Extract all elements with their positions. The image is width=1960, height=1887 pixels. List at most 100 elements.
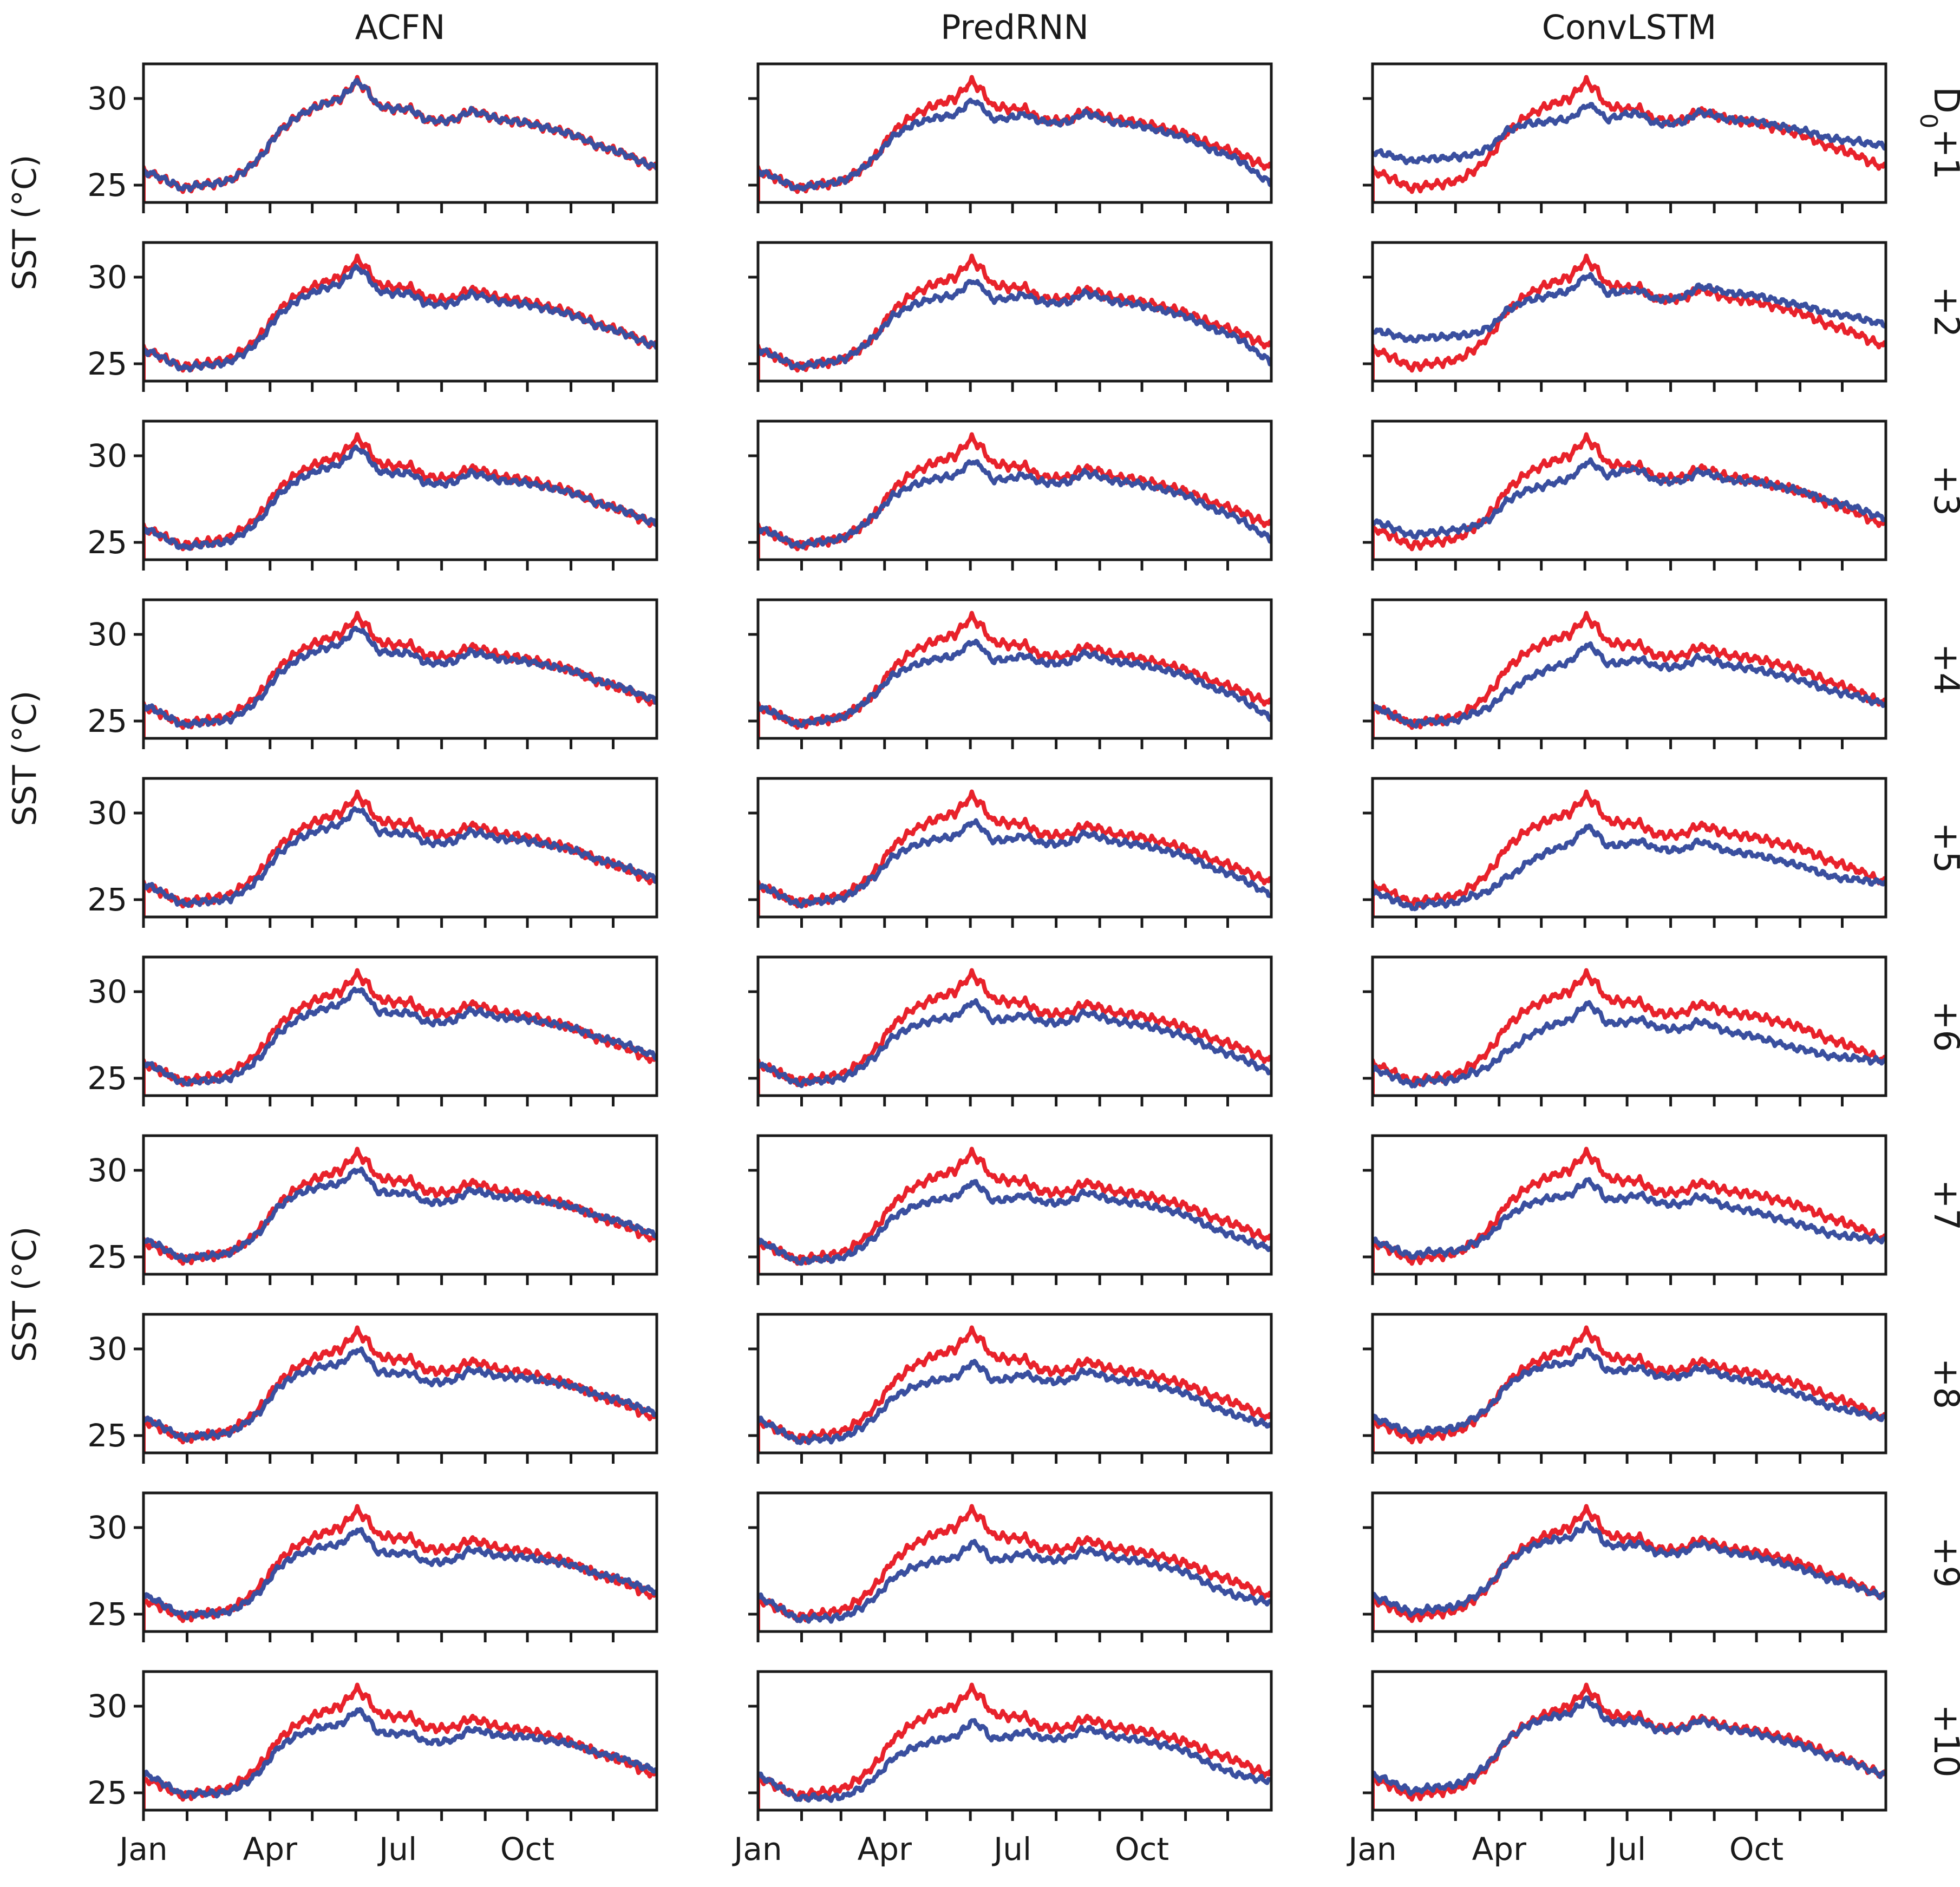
panel-frame [142,598,658,740]
x-tick-label: Jul [992,1831,1031,1868]
series-predicted-line [758,998,1271,1089]
y-tick-label: 25 [87,345,127,382]
x-tick-label: Apr [1472,1831,1526,1868]
panel-acfn-row-7: 25 30 [87,1134,658,1285]
column-title-acfn: ACFN [355,8,446,47]
panel-acfn-row-4: 25 30 [87,598,658,749]
series-observed-line [143,1504,657,1632]
panel-frame [142,777,658,919]
y-tick-label: 30 [87,1509,127,1546]
panel-frame [142,1491,658,1633]
x-tick-label: Oct [1729,1831,1783,1868]
series-observed-line [143,1146,657,1274]
y-tick-label: 25 [87,167,127,204]
panel-predrnn-row-8 [748,1313,1273,1464]
series-predicted-line [1373,641,1886,729]
row-label-lead-3: +3 [1926,465,1960,516]
y-tick-label: 30 [87,616,127,653]
series-predicted-line [758,1359,1271,1445]
row-label-lead-10: +10 [1926,1704,1960,1777]
series-observed-line [758,789,1271,917]
series-observed-line [1373,1325,1886,1453]
series-observed-line [1373,611,1886,738]
y-tick-label: 30 [87,1331,127,1367]
panel-frame [756,420,1273,561]
y-axis-label: SST (°C) [6,1227,44,1362]
y-tick-label: 25 [87,524,127,561]
row-label-lead-4: +4 [1926,644,1960,694]
series-predicted-line [143,77,657,193]
row-label-lead-6: +6 [1926,1001,1960,1052]
panel-frame [142,241,658,383]
y-tick-label: 30 [87,259,127,296]
y-tick-label: 25 [87,1417,127,1454]
series-predicted-line [758,638,1271,729]
series-predicted-line [1373,102,1886,166]
x-tick-label: Jan [732,1831,782,1868]
series-predicted-line [1373,823,1886,912]
panel-convlstm-row-5: +5 [1363,777,1960,928]
series-predicted-line [143,444,657,551]
y-axis-label: SST (°C) [6,155,44,291]
series-predicted-line [758,818,1271,909]
series-observed-line [1373,1146,1886,1274]
x-tick-label: Oct [500,1831,554,1868]
y-tick-label: 30 [87,795,127,831]
series-observed-line [1373,968,1886,1096]
panel-acfn-row-8: 25 30 [87,1313,658,1464]
panel-predrnn-row-5 [748,777,1273,928]
panel-frame [142,1134,658,1276]
panel-frame [756,1134,1273,1276]
panel-convlstm-row-10: Jan Apr Jul Oct +10 [1347,1670,1960,1868]
panel-frame [1371,241,1887,383]
panel-acfn-row-2: 25 30 [87,241,658,392]
panel-convlstm-row-8: +8 [1363,1313,1960,1464]
series-predicted-line [143,1707,657,1799]
panel-predrnn-row-3 [748,420,1273,571]
panel-frame [756,1491,1273,1633]
series-predicted-line [1373,272,1886,344]
series-observed-line [143,968,657,1096]
panel-convlstm-row-4: +4 [1363,598,1960,749]
row-label-lead-2: +2 [1926,286,1960,337]
panel-predrnn-row-10: Jan Apr Jul Oct [732,1670,1273,1868]
y-tick-label: 30 [87,437,127,474]
row-label-lead-5: +5 [1926,822,1960,873]
series-observed-line [758,1325,1271,1453]
panel-frame [756,1670,1273,1812]
series-predicted-line [1373,1000,1886,1089]
panel-frame [756,777,1273,919]
series-observed-line [143,789,657,917]
series-observed-line [143,1325,657,1453]
series-observed-line [1373,789,1886,917]
panel-convlstm-row-7: +7 [1363,1134,1960,1285]
y-tick-label: 25 [87,1596,127,1633]
panel-frame [756,62,1273,204]
panel-acfn-row-5: 25 30 [87,777,658,928]
y-tick-label: 25 [87,1774,127,1811]
y-tick-label: 25 [87,1239,127,1275]
series-observed-line [143,1682,657,1810]
y-tick-label: 25 [87,881,127,918]
panel-convlstm-row-9: +9 [1363,1491,1960,1642]
panel-frame [756,955,1273,1097]
y-tick-label: 30 [87,1688,127,1725]
panel-frame [756,241,1273,383]
panel-predrnn-row-6 [748,955,1273,1106]
series-predicted-line [143,1526,657,1621]
panel-predrnn-row-7 [748,1134,1273,1285]
series-predicted-line [758,459,1271,549]
series-predicted-line [758,1718,1271,1803]
panel-frame [1371,62,1887,204]
x-tick-label: Oct [1115,1831,1169,1868]
panel-frame [1371,598,1887,740]
panel-frame [142,62,658,204]
panel-frame [142,1313,658,1454]
panel-acfn-row-3: 25 30 [87,420,658,571]
row-label-lead-8: +8 [1926,1358,1960,1409]
y-axis-label: SST (°C) [6,691,44,827]
series-predicted-line [758,279,1271,371]
series-observed-line [758,1682,1271,1810]
series-predicted-line [1373,1695,1886,1797]
